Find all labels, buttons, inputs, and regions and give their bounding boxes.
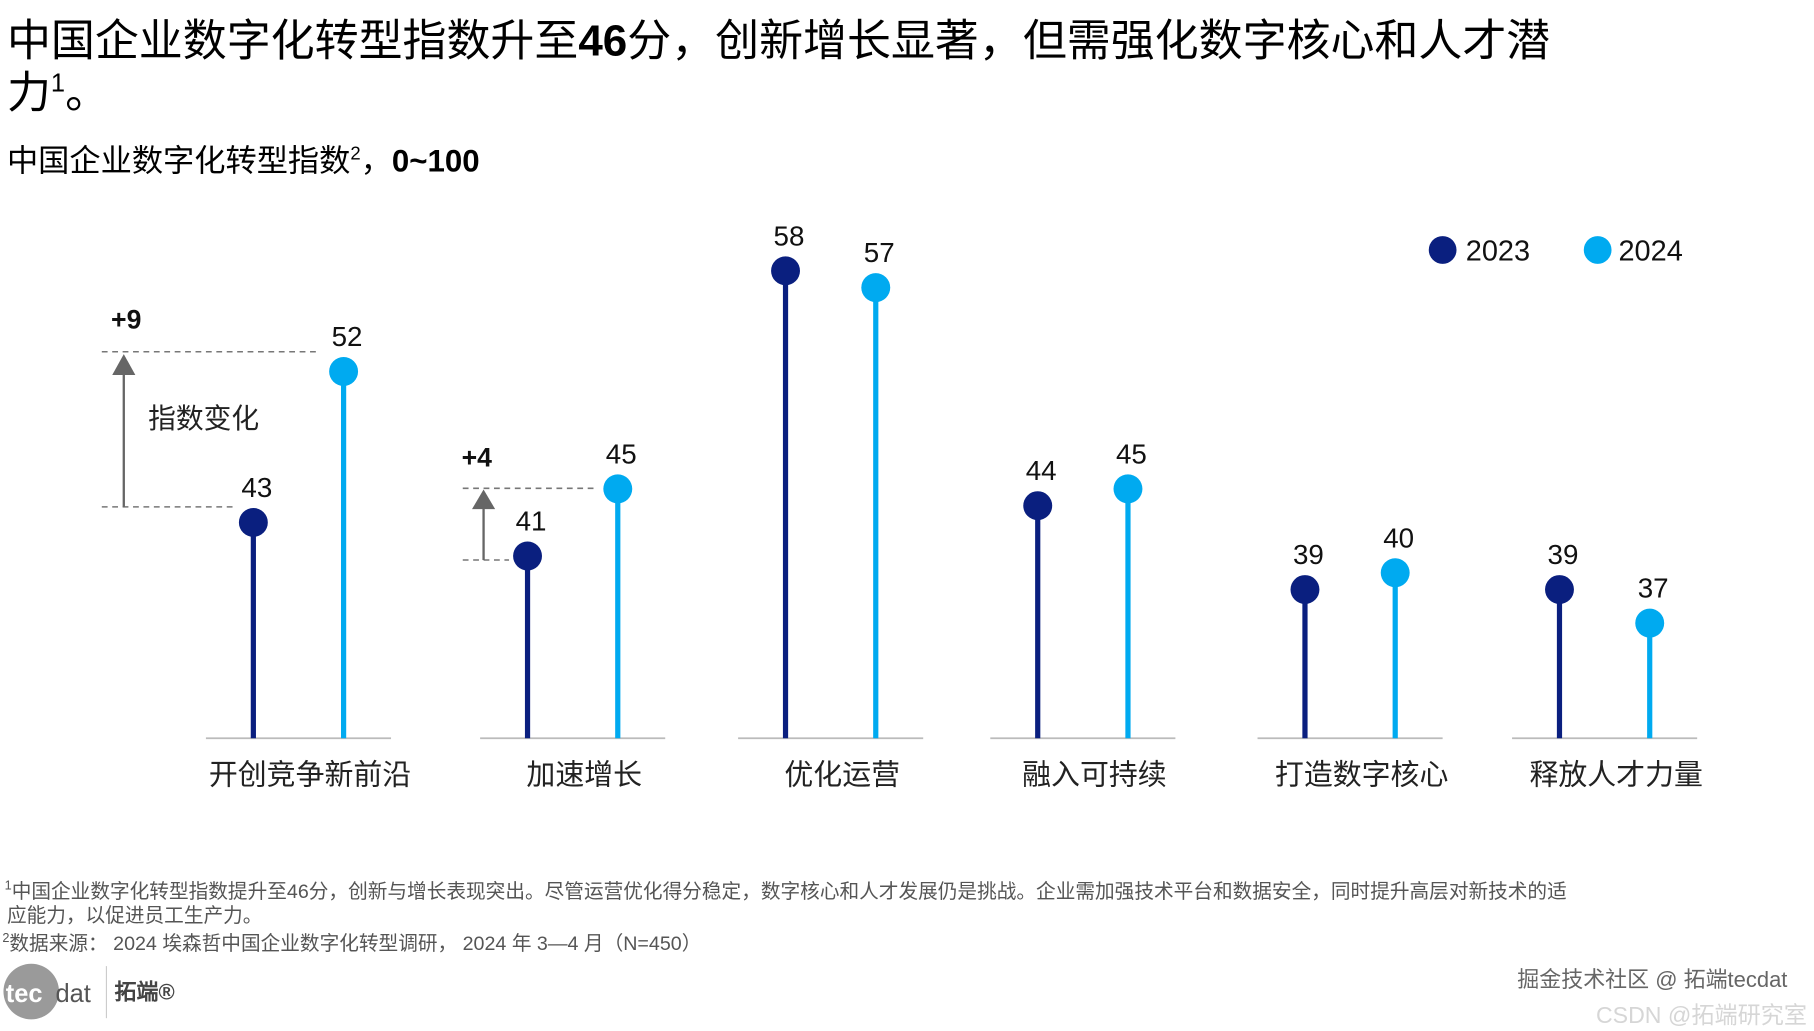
annotation-delta-1: +9	[111, 305, 141, 335]
data-label-2024: 37	[1638, 573, 1669, 604]
tecdat-logo: tec dat 拓端®	[3, 963, 175, 1020]
data-label-2024: 40	[1383, 522, 1414, 553]
data-label-2024: 45	[1116, 438, 1147, 469]
point-2024	[1113, 474, 1143, 504]
title-line1: 中国企业数字化转型指数升至46分，创新增长显著，但需强化数字核心和人才潜	[7, 17, 1550, 66]
annotation-label: 指数变化	[148, 403, 259, 434]
point-2024	[329, 357, 359, 386]
point-2023	[513, 541, 543, 571]
data-label-2024: 57	[864, 237, 895, 268]
footnote-1-line2: 应能力，以促进员工生产力。	[7, 905, 263, 927]
point-2024	[861, 273, 891, 303]
footnote-2: 2数据来源： 2024 埃森哲中国企业数字化转型调研， 2024 年 3—4 月…	[2, 930, 701, 955]
annotation-delta-2: +4	[462, 442, 493, 472]
point-2023	[1545, 575, 1574, 605]
annotations: +9 指数变化 +4	[101, 305, 596, 561]
data-label-2023: 58	[774, 220, 805, 251]
data-label-2023: 43	[241, 472, 272, 503]
category-label: 融入可持续	[1022, 759, 1167, 791]
logo-brand: 拓端®	[115, 980, 175, 1005]
arrow-up-icon	[112, 354, 136, 375]
category-label: 打造数字核心	[1275, 759, 1448, 791]
legend-marker-2024	[1583, 236, 1612, 264]
data-label-2023: 39	[1293, 539, 1324, 570]
legend: 2023 2024	[1428, 235, 1683, 267]
point-2023	[1023, 491, 1053, 521]
data-label-2023: 39	[1548, 539, 1579, 570]
data-label-2023: 41	[516, 506, 547, 537]
watermark-juejin: 掘金技术社区 @ 拓端tecdat	[1517, 967, 1787, 992]
point-2024	[603, 474, 633, 504]
legend-label-2024: 2024	[1618, 235, 1682, 267]
logo-text-dat: dat	[56, 980, 91, 1008]
legend-marker-2023	[1428, 236, 1457, 264]
category-label: 加速增长	[526, 759, 642, 791]
category-label: 释放人才力量	[1529, 759, 1702, 791]
logo-text-tec: tec	[6, 980, 43, 1008]
title-line2: 力1。	[7, 69, 109, 118]
chart-marks: 开创竞争新前沿 43 52 加速增长 41 45 优化运营 58 57 融入可持续 44 45 打造数字…	[205, 220, 1703, 791]
point-2024	[1380, 558, 1410, 588]
data-label-2023: 44	[1026, 455, 1057, 486]
footnote-1-line1: 1中国企业数字化转型指数提升至46分，创新与增长表现突出。尽管运营优化得分稳定，…	[5, 878, 1567, 903]
arrow-up-icon	[472, 489, 496, 510]
legend-label-2023: 2023	[1466, 235, 1530, 267]
data-label-2024: 52	[332, 321, 363, 352]
point-2023	[771, 256, 800, 286]
watermark-csdn: CSDN @拓端研究室	[1596, 1002, 1807, 1028]
point-2024	[1635, 608, 1665, 638]
data-label-2024: 45	[606, 438, 637, 469]
point-2023	[1290, 575, 1320, 605]
chart-subtitle: 中国企业数字化转型指数2，0~100	[7, 143, 480, 179]
category-label: 优化运营	[784, 759, 900, 791]
category-label: 开创竞争新前沿	[209, 759, 411, 791]
point-2023	[238, 507, 268, 537]
